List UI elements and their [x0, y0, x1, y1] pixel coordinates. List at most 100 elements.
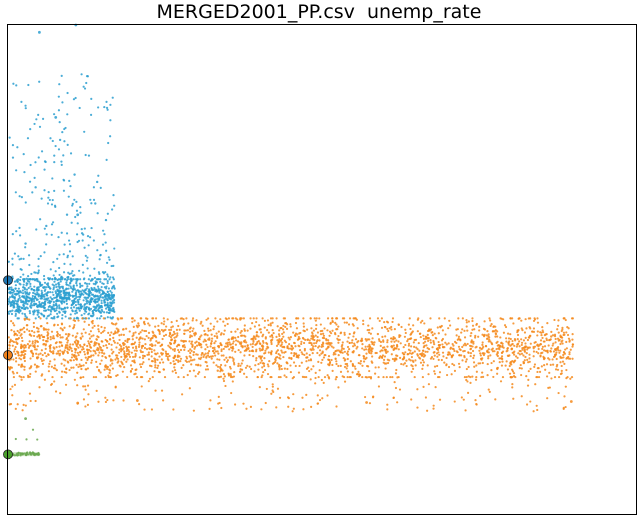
- series-2-point: [487, 388, 490, 391]
- series-2-point: [257, 368, 260, 371]
- series-2-point: [487, 355, 490, 358]
- series-1-point: [106, 275, 110, 278]
- series-2-point: [126, 358, 129, 361]
- series-2-point: [11, 385, 14, 388]
- series-1-point: [88, 282, 91, 285]
- series-2-point: [10, 366, 14, 369]
- series-2-point: [110, 343, 113, 346]
- series-2-point: [316, 335, 319, 339]
- series-2-point: [418, 356, 421, 359]
- series-1-point: [11, 233, 14, 236]
- series-2-point: [277, 375, 281, 379]
- series-1-point: [53, 309, 57, 313]
- series-2-point: [49, 335, 52, 339]
- series-2-point: [438, 345, 441, 349]
- series-2-point: [204, 348, 207, 351]
- series-1-point: [62, 253, 65, 256]
- series-2-point: [138, 403, 141, 406]
- series-2-point: [312, 365, 315, 368]
- series-2-point: [115, 374, 118, 377]
- series-1-point: [70, 272, 73, 275]
- series-2-point: [60, 344, 63, 347]
- series-1-point: [48, 198, 51, 202]
- series-2-point: [131, 317, 134, 320]
- series-2-point: [499, 380, 503, 383]
- series-2-point: [346, 340, 349, 343]
- series-2-point: [331, 329, 334, 332]
- series-2-point: [478, 329, 481, 332]
- series-1-point: [12, 289, 15, 292]
- series-2-point: [310, 337, 313, 340]
- series-1-point: [57, 95, 60, 98]
- series-2-point: [179, 348, 183, 352]
- series-2-point: [337, 334, 340, 338]
- series-2-point: [115, 346, 118, 349]
- series-2-point: [562, 317, 565, 320]
- series-2-point: [208, 407, 211, 410]
- series-2-point: [371, 355, 374, 358]
- series-2-point: [464, 344, 468, 347]
- series-2-point: [261, 362, 264, 365]
- series-1-point: [54, 283, 58, 286]
- series-3-point: [30, 452, 34, 455]
- series-1-point: [51, 177, 54, 180]
- series-2-point: [274, 360, 277, 364]
- series-2-point: [72, 319, 75, 322]
- series-2-point: [550, 377, 553, 380]
- series-2-point: [552, 342, 555, 345]
- series-1-point: [58, 291, 61, 294]
- series-2-point: [389, 375, 392, 379]
- series-2-point: [105, 344, 108, 347]
- series-2-point: [173, 336, 176, 339]
- series-2-point: [305, 356, 308, 359]
- series-2-point: [371, 337, 374, 340]
- series-2-point: [302, 337, 305, 340]
- series-2-point: [155, 340, 158, 343]
- series-2-point: [415, 346, 418, 349]
- series-2-point: [240, 362, 243, 365]
- series-2-point: [45, 355, 48, 358]
- series-2-point: [134, 352, 137, 356]
- series-2-point: [53, 364, 57, 367]
- series-2-point: [150, 350, 153, 354]
- series-2-point: [255, 320, 258, 324]
- series-1-point: [96, 249, 99, 252]
- series-1-point: [13, 252, 16, 255]
- series-2-point: [569, 348, 572, 351]
- series-2-point: [550, 335, 553, 338]
- series-2-point: [232, 359, 235, 362]
- series-2-point: [486, 374, 489, 377]
- series-2-point: [11, 370, 14, 373]
- series-2-point: [103, 326, 106, 329]
- series-2-point: [481, 341, 484, 344]
- series-1-point: [72, 278, 75, 281]
- series-2-point: [135, 375, 139, 379]
- series-2-point: [410, 355, 414, 359]
- series-2-point: [556, 324, 560, 327]
- series-1-point: [33, 176, 36, 179]
- series-2-point: [563, 395, 566, 398]
- series-1-point: [58, 83, 61, 86]
- series-2-point: [262, 345, 265, 348]
- series-1-point: [37, 156, 40, 159]
- series-2-point: [160, 389, 164, 392]
- series-2-point: [322, 332, 325, 335]
- series-1-point: [65, 281, 68, 284]
- series-2-point: [220, 368, 223, 372]
- series-2-point: [61, 350, 64, 353]
- series-2-point: [148, 324, 151, 327]
- series-2-point: [154, 335, 157, 338]
- series-2-point: [269, 324, 272, 327]
- series-1-point: [29, 285, 32, 288]
- series-2-point: [201, 324, 204, 327]
- series-2-point: [231, 349, 234, 352]
- series-2-point: [416, 388, 419, 391]
- series-2-point: [515, 345, 518, 348]
- series-2-point: [189, 348, 192, 351]
- series-2-point: [475, 402, 478, 406]
- series-2-point: [119, 350, 123, 353]
- series-2-point: [346, 364, 349, 367]
- series-2-point: [275, 406, 278, 409]
- series-1-point: [33, 279, 37, 282]
- series-2-point: [32, 334, 36, 338]
